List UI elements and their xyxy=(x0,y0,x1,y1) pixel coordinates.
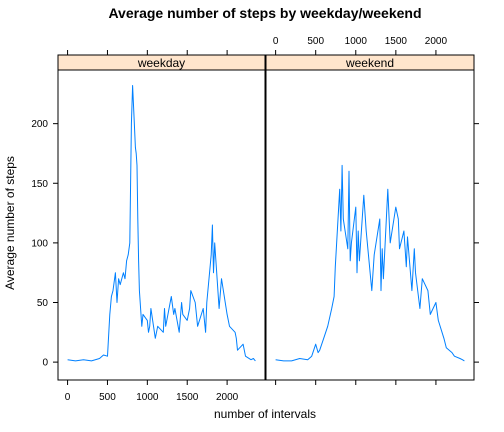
x-axis-label: number of intervals xyxy=(214,407,316,421)
x-tick-label: 500 xyxy=(307,36,324,47)
y-tick-label: 100 xyxy=(31,238,48,249)
panel-weekend: weekend 0 500 1000 1500 2000 xyxy=(266,36,474,385)
panel-frame-weekday xyxy=(58,70,265,380)
x-tick-label: 1000 xyxy=(345,36,368,47)
chart-title: Average number of steps by weekday/weeke… xyxy=(108,5,421,21)
x-tick-label: 1500 xyxy=(176,392,199,403)
x-tick-label: 1500 xyxy=(385,36,408,47)
series-line-weekday xyxy=(68,86,256,361)
x-tick-label: 1000 xyxy=(136,392,159,403)
panel-weekday: weekday 0 500 1000 1500 2000 xyxy=(58,50,265,403)
y-tick-label: 0 xyxy=(42,358,48,369)
x-tick-label: 0 xyxy=(273,36,279,47)
y-axis-label: Average number of steps xyxy=(3,156,17,290)
strip-label-weekend: weekend xyxy=(345,56,394,70)
y-tick-label: 50 xyxy=(37,298,49,309)
y-tick-label: 150 xyxy=(31,179,48,190)
y-tick-label: 200 xyxy=(31,119,48,130)
series-line-weekend xyxy=(276,165,465,361)
x-tick-label: 2000 xyxy=(425,36,448,47)
x-tick-label: 2000 xyxy=(216,392,239,403)
x-tick-label: 500 xyxy=(99,392,116,403)
x-tick-label: 0 xyxy=(65,392,71,403)
strip-label-weekday: weekday xyxy=(137,56,185,70)
